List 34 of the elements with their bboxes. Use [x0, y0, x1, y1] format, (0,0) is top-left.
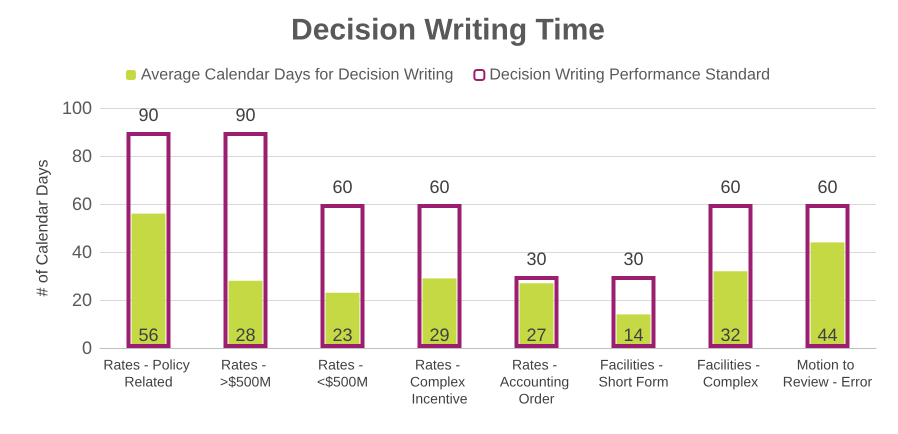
data-label: 30 [526, 249, 547, 269]
y-tick-label: 100 [62, 98, 92, 118]
x-tick-label: Rates - Policy Related [103, 356, 194, 390]
data-label: 60 [429, 177, 450, 197]
y-tick-label: 80 [72, 146, 92, 166]
data-label: 60 [332, 177, 353, 197]
data-label: 23 [332, 325, 353, 345]
chart-title: Decision Writing Time [291, 14, 605, 46]
data-label: 30 [623, 249, 644, 269]
data-label: 14 [623, 325, 644, 345]
data-label: 60 [817, 177, 838, 197]
y-tick-label: 40 [72, 242, 92, 262]
x-tick-label: Rates - Complex Incentive [410, 356, 470, 406]
y-tick-label: 0 [82, 338, 92, 358]
data-label: 32 [720, 325, 741, 345]
data-label: 27 [526, 325, 547, 345]
legend-label: Average Calendar Days for Decision Writing [140, 66, 454, 84]
x-tick-label: Facilities - Short Form [598, 356, 669, 390]
data-label: 90 [138, 105, 159, 125]
data-label: 90 [235, 105, 256, 125]
data-label: 60 [720, 177, 741, 197]
y-tick-label: 60 [72, 194, 92, 214]
x-tick-label: Rates - Accounting Order [500, 356, 574, 406]
data-label: 29 [429, 325, 450, 345]
data-label: 28 [235, 325, 256, 345]
data-label: 56 [138, 325, 159, 345]
y-axis-title: # of Calendar Days [34, 160, 52, 296]
x-tick-label: Rates - <$500M [317, 356, 368, 390]
x-tick-label: Facilities - Complex [697, 356, 764, 390]
x-tick-label: Rates - >$500M [220, 356, 271, 390]
data-label: 44 [817, 325, 838, 345]
legend-label: Decision Writing Performance Standard [489, 66, 770, 84]
x-tick-label: Motion to Review - Error [782, 356, 873, 390]
y-tick-label: 20 [72, 290, 92, 310]
